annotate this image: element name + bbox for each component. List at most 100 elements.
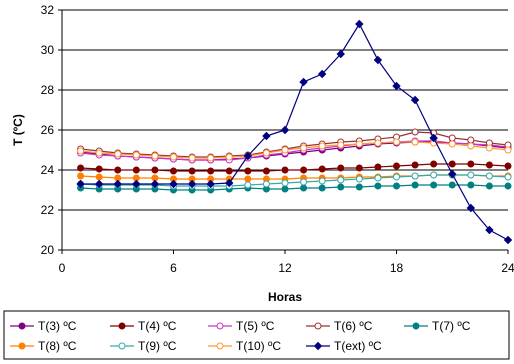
legend-label: T(8) ºC: [38, 339, 77, 353]
legend-swatch-marker: [216, 342, 224, 350]
legend-label: T(10) ºC: [236, 339, 281, 353]
y-tick-label: 20: [41, 243, 55, 257]
data-point: [281, 185, 289, 193]
data-point: [95, 165, 103, 173]
data-point: [448, 140, 456, 148]
data-point: [503, 235, 513, 245]
series-line: [80, 22, 509, 241]
data-point: [187, 179, 197, 189]
data-point: [467, 136, 475, 144]
data-point: [300, 178, 308, 186]
data-point: [337, 164, 345, 172]
data-point: [448, 169, 457, 179]
data-point: [113, 179, 122, 189]
data-point: [393, 182, 400, 190]
data-point: [337, 183, 345, 191]
data-point: [150, 179, 160, 189]
legend-label: T(4) ºC: [138, 319, 177, 333]
legend-label: T(3) ºC: [38, 319, 77, 333]
legend-swatch-marker: [412, 322, 420, 330]
data-point: [299, 77, 308, 87]
data-point: [485, 182, 493, 190]
legend-swatch-marker: [313, 341, 323, 351]
data-point: [207, 154, 215, 162]
data-point: [300, 184, 308, 192]
data-point: [318, 177, 326, 185]
y-axis-title: T (ºC): [11, 114, 25, 146]
x-tick-label: 18: [390, 261, 404, 275]
data-point: [300, 144, 308, 152]
data-point: [317, 69, 327, 79]
data-point: [244, 175, 252, 183]
data-point: [430, 181, 438, 189]
legend-label: T(7) ºC: [432, 319, 471, 333]
legend-item: T(9) ºC: [110, 339, 177, 353]
data-point: [337, 141, 345, 149]
legend-label: T(ext) ºC: [334, 339, 382, 353]
legend-item: T(5) ºC: [208, 319, 275, 333]
series-2: [77, 160, 512, 175]
y-tick-label: 24: [41, 163, 55, 177]
data-point: [114, 166, 122, 174]
data-point: [485, 172, 493, 180]
data-point: [244, 181, 252, 189]
data-point: [169, 179, 178, 189]
series-3: [77, 137, 512, 164]
legend-swatch-marker: [314, 322, 322, 330]
data-point: [504, 173, 512, 181]
data-point: [392, 81, 401, 91]
data-point: [170, 167, 177, 175]
legend-item: T(3) ºC: [10, 319, 77, 333]
data-point: [504, 146, 512, 154]
legend-label: T(6) ºC: [334, 319, 373, 333]
data-point: [300, 166, 308, 174]
data-point: [393, 162, 400, 170]
data-point: [132, 166, 140, 174]
data-point: [467, 171, 475, 179]
data-point: [411, 181, 419, 189]
data-point: [262, 131, 271, 141]
data-point: [244, 167, 252, 175]
data-point: [280, 125, 290, 135]
data-point: [170, 153, 177, 161]
data-point: [374, 174, 382, 182]
data-point: [448, 181, 456, 189]
y-tick-labels: 20 22 24 26 28 30 32: [41, 3, 55, 257]
data-point: [504, 182, 512, 190]
data-point: [243, 151, 253, 161]
legend-item: T(ext) ºC: [306, 339, 382, 353]
data-point: [393, 173, 400, 181]
data-point: [429, 133, 438, 143]
series-group: [76, 19, 513, 245]
data-point: [466, 203, 476, 213]
x-tick-label: 12: [278, 261, 292, 275]
data-point: [485, 144, 493, 152]
data-point: [393, 138, 400, 146]
data-point: [374, 182, 382, 190]
data-point: [262, 180, 270, 188]
data-point: [448, 134, 456, 142]
legend-item: T(6) ºC: [306, 319, 373, 333]
data-point: [411, 128, 419, 136]
data-point: [94, 179, 104, 189]
data-point: [95, 149, 103, 157]
data-point: [132, 179, 141, 189]
data-point: [151, 152, 159, 160]
data-point: [188, 154, 196, 162]
legend-item: T(10) ºC: [208, 339, 281, 353]
data-point: [77, 164, 85, 172]
x-tick-label: 6: [170, 261, 177, 275]
data-point: [355, 140, 363, 148]
data-point: [318, 165, 326, 173]
data-point: [318, 184, 326, 192]
legend: T(3) ºC T(4) ºC T(5) ºC T(6) ºC T(7) ºC T(8) …: [10, 319, 471, 353]
data-point: [77, 172, 85, 180]
data-point: [225, 167, 233, 175]
data-point: [373, 55, 383, 65]
legend-box: [3, 310, 510, 360]
data-point: [225, 153, 233, 161]
data-point: [225, 178, 234, 188]
data-point: [77, 147, 85, 155]
data-point: [411, 138, 419, 146]
